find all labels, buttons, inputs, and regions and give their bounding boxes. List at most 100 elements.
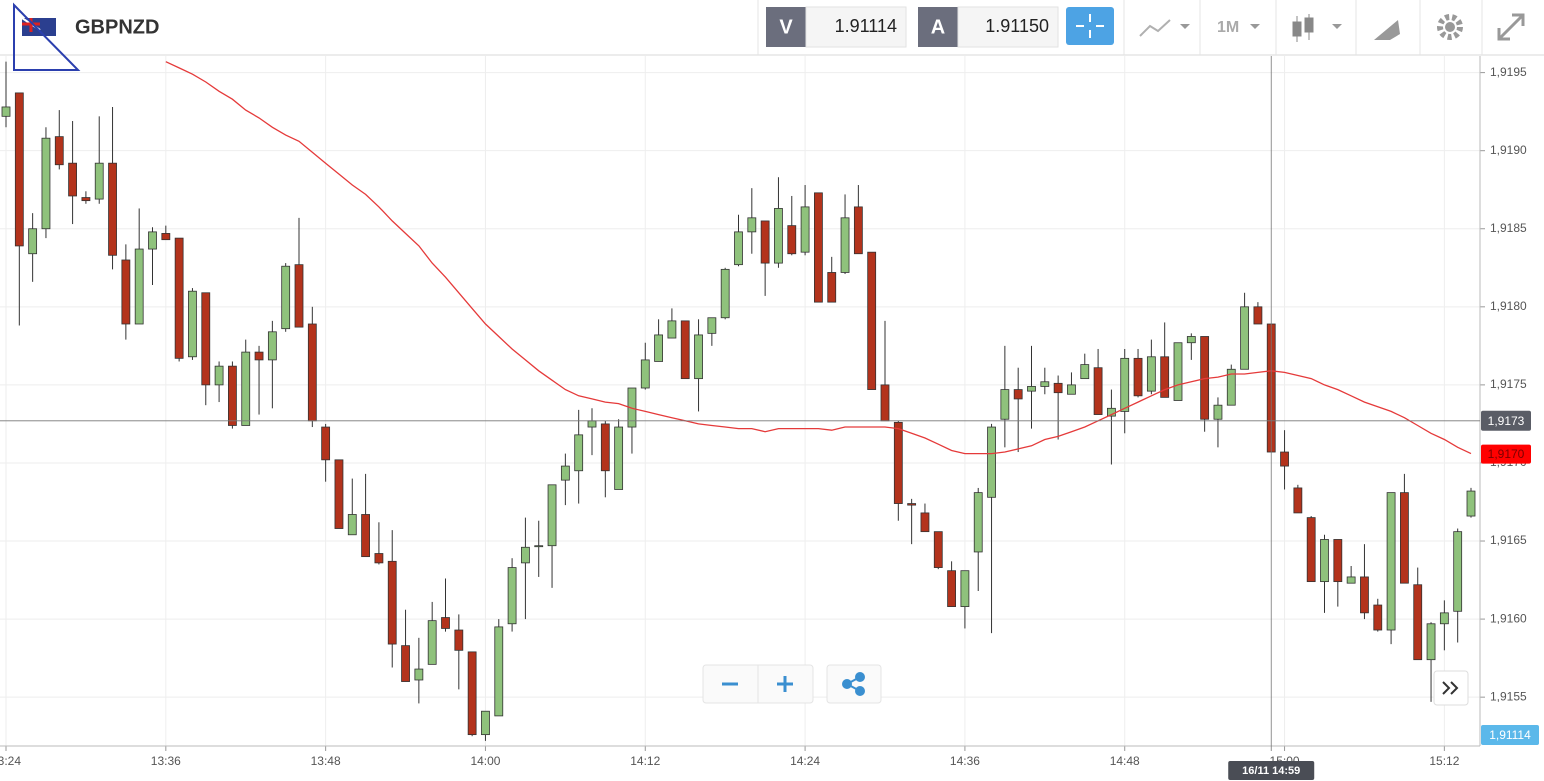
candle-body	[68, 162, 77, 197]
candle-body	[267, 331, 277, 361]
ask-button[interactable]	[918, 7, 958, 47]
candle-body	[1386, 492, 1396, 631]
y-tick-label: 1,9180	[1490, 299, 1527, 313]
candle-body	[294, 264, 304, 328]
candle-body	[334, 459, 344, 529]
candle-body	[214, 365, 224, 386]
share-button[interactable]	[826, 664, 882, 704]
last-price-label: 1,91114	[1489, 728, 1531, 742]
indicator-button[interactable]	[1139, 19, 1190, 37]
candle-body	[840, 217, 850, 273]
candle-body	[481, 710, 490, 736]
bid-button[interactable]	[766, 7, 806, 47]
scroll-right-button[interactable]	[1433, 670, 1469, 706]
candle-body	[947, 570, 956, 608]
ask-box	[957, 6, 1059, 48]
candle-body	[1000, 389, 1010, 420]
crosshair-time-box	[1228, 761, 1315, 780]
y-tick-label: 1,9190	[1490, 143, 1527, 157]
symbol: GBPNZD	[75, 16, 159, 38]
zoom-in[interactable]	[777, 676, 793, 692]
candle-body	[1053, 382, 1063, 394]
candle-body	[960, 570, 970, 608]
candle-body	[108, 162, 117, 256]
timeframe[interactable]: 1M	[1217, 19, 1239, 36]
candle-body	[1013, 389, 1023, 400]
candle-body	[654, 334, 663, 362]
candle-body	[720, 268, 730, 319]
candle-body	[441, 617, 450, 629]
candle-body	[1027, 386, 1036, 392]
draw-tool-button[interactable]	[1374, 20, 1400, 40]
candle-body	[1439, 612, 1449, 625]
candle-body	[467, 651, 477, 736]
candle-body	[281, 265, 291, 330]
candle-body	[454, 629, 464, 651]
candle-body	[1186, 336, 1196, 344]
candle-body	[1226, 368, 1236, 406]
scroll-right-icon	[1442, 681, 1459, 695]
candle-body	[800, 206, 810, 253]
candle-body	[1160, 356, 1170, 398]
candle-body	[1426, 623, 1436, 661]
settings-button[interactable]	[1437, 14, 1463, 40]
candle-body	[507, 567, 517, 625]
candle-body	[987, 426, 996, 498]
x-tick-label: 13:36	[151, 754, 181, 768]
fullscreen-button[interactable]	[1497, 13, 1525, 41]
crosshair-icon	[1076, 14, 1104, 38]
settings-core	[1445, 22, 1455, 32]
candle-body	[1040, 381, 1050, 387]
candle-body	[867, 251, 877, 390]
candle-body	[374, 553, 384, 564]
candle-body	[1320, 539, 1329, 583]
candle-body	[174, 237, 184, 359]
candle-body	[907, 503, 917, 506]
candle-body	[880, 384, 890, 422]
candle-body	[574, 434, 584, 472]
candle-body	[1240, 306, 1249, 370]
candle-body	[321, 426, 331, 461]
candle-body	[1133, 357, 1143, 397]
candle-body	[1, 106, 11, 117]
candle-body	[1453, 531, 1463, 612]
candle-body	[347, 514, 357, 536]
x-tick-label: 13:48	[311, 754, 341, 768]
candle-body	[560, 465, 570, 481]
candle-body	[1293, 487, 1303, 514]
candle-body	[81, 197, 91, 202]
x-tick-label: 14:00	[470, 754, 500, 768]
crosshair-price-box	[1481, 410, 1531, 431]
candle-body	[361, 514, 370, 558]
last-price-box	[1481, 725, 1539, 745]
candle-body	[1360, 576, 1369, 614]
candle-body	[54, 136, 64, 166]
y-tick-label: 1,9195	[1490, 65, 1527, 79]
candle-body	[1093, 367, 1103, 415]
candle-body	[760, 220, 770, 264]
bid-value: 1.91114	[835, 16, 897, 36]
overlay: 1,9173 16/11 14:59 1,9170 1,91114	[0, 56, 1539, 780]
candle-body	[667, 320, 677, 339]
candle-body	[774, 208, 783, 264]
candle-body	[188, 290, 197, 358]
candle-body	[787, 225, 797, 255]
candle-body	[14, 92, 24, 247]
zoom-controls	[702, 664, 1469, 706]
candle-body	[694, 334, 703, 380]
ask-label: A	[931, 16, 945, 38]
crosshair-button[interactable]	[1066, 7, 1114, 45]
y-tick-label: 1,9165	[1490, 533, 1527, 547]
crosshair-time-label: 16/11 14:59	[1242, 765, 1300, 777]
candle-body	[121, 259, 131, 325]
candle-body	[1333, 539, 1343, 583]
candle-body	[1280, 451, 1289, 467]
candle-body	[1466, 490, 1476, 517]
chart-type-button[interactable]	[1292, 14, 1342, 42]
candle-body	[241, 351, 251, 426]
candle-body	[587, 420, 597, 428]
candle-body	[1080, 364, 1090, 380]
